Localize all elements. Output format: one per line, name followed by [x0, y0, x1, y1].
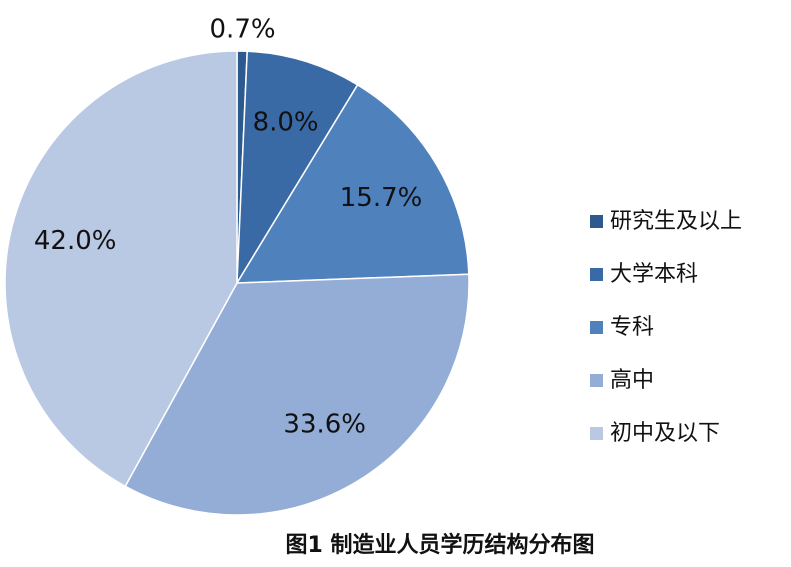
legend-swatch — [590, 268, 603, 281]
value-label: 8.0% — [253, 108, 319, 138]
legend-swatch — [590, 374, 603, 387]
legend-swatch — [590, 321, 603, 334]
pie-slice — [124, 273, 470, 516]
value-label: 15.7% — [340, 183, 423, 213]
legend-label: 大学本科 — [610, 262, 698, 287]
pie-slice — [235, 83, 470, 284]
legend-label: 研究生及以上 — [610, 209, 742, 234]
value-label: 0.7% — [210, 15, 276, 45]
legend-swatch — [590, 215, 603, 228]
legend-label: 初中及以下 — [610, 421, 720, 446]
legend-label: 高中 — [610, 368, 654, 393]
value-label: 42.0% — [34, 226, 117, 256]
legend-label: 专科 — [610, 315, 654, 340]
chart-title: 图1 制造业人员学历结构分布图 — [286, 532, 595, 558]
legend-swatch — [590, 427, 603, 440]
value-label: 33.6% — [283, 410, 366, 440]
pie-slice — [236, 50, 359, 284]
pie-slice — [4, 50, 238, 488]
